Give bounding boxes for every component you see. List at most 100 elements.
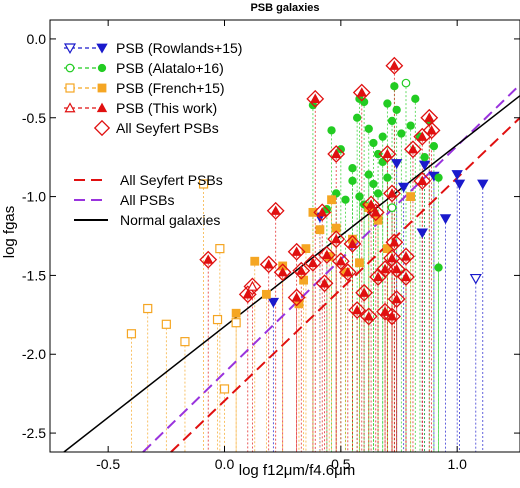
seyfert-diamond-marker <box>287 242 306 261</box>
y-tick-label: -1.0 <box>22 189 46 205</box>
seyfert-diamond-marker <box>383 307 401 326</box>
data-point <box>424 112 435 122</box>
legend-marker-diamond <box>93 119 111 137</box>
data-point <box>355 192 364 201</box>
data-point <box>336 145 345 154</box>
data-point <box>307 257 319 267</box>
legend-marker-label: PSB (Alatalo+16) <box>116 60 224 76</box>
data-point <box>397 182 410 193</box>
data-point <box>356 87 367 97</box>
data-point <box>250 256 260 266</box>
data-point <box>416 228 428 239</box>
data-point <box>373 189 383 198</box>
data-point <box>321 249 333 260</box>
data-point <box>400 251 412 261</box>
legend-marker-open <box>64 102 76 113</box>
data-point <box>332 189 341 198</box>
seyfert-diamond-marker <box>331 252 350 271</box>
data-point <box>291 292 302 302</box>
data-point <box>327 195 336 205</box>
seyfert-diamond-marker <box>385 233 404 252</box>
legend-marker-filled <box>97 63 107 73</box>
data-point <box>335 255 347 266</box>
x-axis-label: log f12μm/f4.6μm <box>239 462 356 479</box>
data-point <box>387 203 397 212</box>
seyfert-diamond-marker <box>376 260 394 279</box>
legend-marker-label: PSB (This work) <box>116 100 217 116</box>
data-point <box>263 259 274 269</box>
seyfert-diamond-marker <box>243 277 262 296</box>
legend-marker-filled <box>96 43 108 54</box>
data-point <box>407 143 419 154</box>
data-point <box>161 319 171 329</box>
data-point <box>319 277 330 288</box>
seyfert-diamond-marker <box>378 145 397 163</box>
data-point <box>420 153 429 162</box>
seyfert-diamond-marker <box>376 302 394 321</box>
seyfert-diamond-marker <box>413 171 432 190</box>
seyfert-diamond-marker <box>199 250 218 269</box>
data-point <box>386 311 398 321</box>
data-point <box>212 314 223 325</box>
seyfert-diamond-marker <box>313 203 332 222</box>
data-point <box>331 223 341 233</box>
data-point <box>389 60 400 70</box>
data-point <box>310 93 321 103</box>
data-point <box>267 297 280 308</box>
data-point <box>327 126 336 135</box>
seyfert-diamond-marker <box>259 255 278 274</box>
legend-marker-filled <box>97 83 107 93</box>
data-point <box>383 173 392 182</box>
data-point <box>411 94 420 103</box>
y-axis-label: log fgas <box>1 206 18 259</box>
data-point <box>301 244 311 254</box>
data-point <box>342 266 353 277</box>
seyfert-diamond-marker <box>366 203 385 222</box>
legend-line-label: All Seyfert PSBs <box>120 172 223 188</box>
seyfert-diamond-marker <box>387 260 406 279</box>
legend-marker-filled <box>96 102 108 113</box>
legend-marker-open <box>65 63 75 73</box>
x-tick-label: 0.0 <box>215 456 235 472</box>
data-point <box>373 149 383 159</box>
data-point <box>364 124 373 133</box>
x-tick-label: -0.5 <box>96 456 120 472</box>
data-point <box>382 148 393 159</box>
x-tick-label: 0.5 <box>331 456 351 472</box>
data-point <box>439 214 452 225</box>
data-point <box>406 192 416 201</box>
data-point <box>317 207 328 217</box>
data-point <box>331 233 342 244</box>
data-point <box>386 252 398 263</box>
seyfert-diamond-marker <box>387 290 406 308</box>
plot-frame <box>49 19 520 453</box>
data-point <box>352 113 362 122</box>
chart-title: PSB galaxies <box>250 2 319 14</box>
seyfert-diamond-marker <box>352 83 371 102</box>
data-point <box>291 246 302 256</box>
fit-line <box>142 83 520 453</box>
data-point <box>390 82 399 91</box>
seyfert-diamond-marker <box>266 201 285 220</box>
data-point <box>126 329 137 339</box>
data-point <box>277 266 288 277</box>
seyfert-diamond-marker <box>404 140 422 159</box>
y-tick-label: -1.5 <box>22 267 46 283</box>
data-point <box>379 263 391 274</box>
data-point <box>308 207 318 217</box>
legend: PSB (Rowlands+15) PSB (Alatalo+16) PSB (Fr… <box>63 40 242 228</box>
seyfert-diamond-marker <box>273 263 292 282</box>
data-point <box>390 159 403 170</box>
data-point <box>231 308 241 318</box>
x-tick-label: 1.0 <box>447 456 467 472</box>
seyfert-diamond-marker <box>338 263 357 282</box>
data-point <box>203 254 214 264</box>
points-layer <box>126 56 489 394</box>
data-point <box>231 318 241 328</box>
data-point <box>406 121 415 130</box>
data-point <box>358 287 370 297</box>
data-point <box>348 176 357 185</box>
data-point <box>180 337 190 347</box>
